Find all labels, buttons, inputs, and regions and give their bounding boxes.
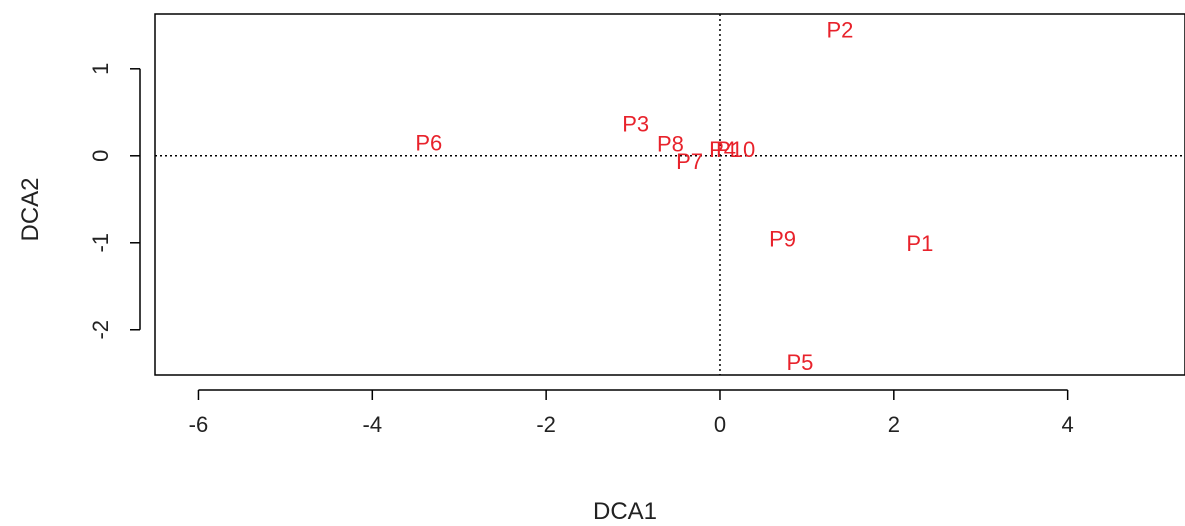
point-label-p2: P2 — [826, 18, 853, 43]
y-tick-label: -2 — [88, 320, 113, 340]
point-label-p5: P5 — [786, 350, 813, 375]
point-label-p10: P10 — [716, 137, 755, 162]
point-label-p6: P6 — [415, 131, 442, 156]
y-tick-label: -1 — [88, 233, 113, 253]
x-tick-label: 0 — [714, 412, 726, 437]
x-tick-label: 2 — [888, 412, 900, 437]
y-tick-label: 1 — [88, 63, 113, 75]
point-label-p4: P4 — [709, 137, 736, 162]
x-tick-label: -4 — [363, 412, 383, 437]
point-label-p9: P9 — [769, 226, 796, 251]
plot-frame — [154, 13, 1185, 376]
point-label-p7: P7 — [676, 149, 703, 174]
x-tick-label: 4 — [1062, 412, 1074, 437]
point-label-p1: P1 — [906, 231, 933, 256]
y-axis: -2 -1 0 1 — [88, 63, 141, 340]
y-axis-title: DCA2 — [17, 177, 44, 241]
x-axis-title: DCA1 — [593, 498, 657, 525]
reference-lines — [155, 14, 1185, 375]
point-label-p8: P8 — [657, 132, 684, 157]
x-tick-label: -2 — [536, 412, 556, 437]
x-tick-label: -6 — [189, 412, 209, 437]
y-tick-label: 0 — [88, 150, 113, 162]
point-label-p3: P3 — [622, 112, 649, 137]
x-axis: -6 -4 -2 0 2 4 — [189, 389, 1074, 437]
